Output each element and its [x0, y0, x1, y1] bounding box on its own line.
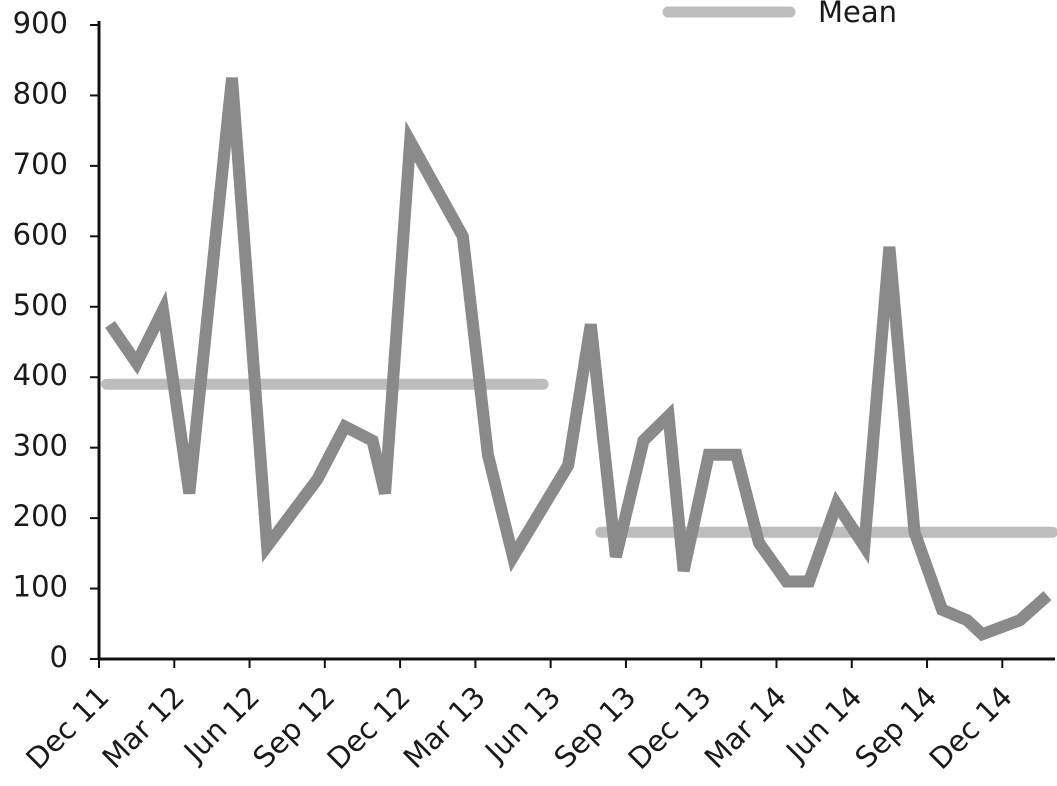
x-tick-label: Sep 14 [848, 680, 943, 775]
x-tick-label: Dec 14 [923, 680, 1019, 776]
x-tick-label: Sep 12 [246, 680, 341, 775]
y-tick-label: 100 [13, 570, 68, 604]
y-tick-label: 200 [13, 499, 68, 533]
x-tick-label: Dec 12 [320, 680, 416, 776]
y-tick-label: 900 [13, 6, 68, 40]
x-tick-label: Dec 11 [19, 680, 115, 776]
y-tick-label: 800 [13, 76, 68, 110]
y-tick-label: 300 [13, 429, 68, 463]
x-tick-label: Dec 13 [621, 680, 717, 776]
y-tick-label: 400 [13, 358, 68, 392]
x-tick-label: Mar 13 [397, 680, 492, 775]
x-tick-label: Mar 14 [698, 680, 793, 775]
y-tick-label: 0 [50, 640, 68, 674]
y-tick-label: 500 [13, 288, 68, 322]
x-tick-label: Mar 12 [96, 680, 191, 775]
y-tick-label: 700 [13, 147, 68, 181]
x-tick-label: Sep 13 [547, 680, 642, 775]
y-tick-label: 600 [13, 217, 68, 251]
legend-label: Mean [818, 0, 897, 29]
data-line [105, 77, 1052, 642]
